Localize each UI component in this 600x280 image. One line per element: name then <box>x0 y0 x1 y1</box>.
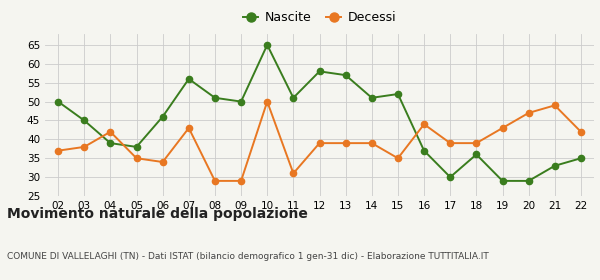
Nascite <box>446 176 454 179</box>
Nascite <box>80 119 88 122</box>
Line: Decessi: Decessi <box>55 99 584 184</box>
Nascite <box>368 96 376 99</box>
Line: Nascite: Nascite <box>55 42 584 184</box>
Nascite <box>421 149 428 152</box>
Decessi <box>368 141 376 145</box>
Nascite <box>290 96 297 99</box>
Nascite <box>159 115 166 118</box>
Nascite <box>525 179 532 183</box>
Decessi <box>446 141 454 145</box>
Nascite <box>211 96 218 99</box>
Legend: Nascite, Decessi: Nascite, Decessi <box>243 11 396 24</box>
Decessi <box>342 141 349 145</box>
Text: Movimento naturale della popolazione: Movimento naturale della popolazione <box>7 207 308 221</box>
Nascite <box>577 157 584 160</box>
Decessi <box>133 157 140 160</box>
Decessi <box>473 141 480 145</box>
Nascite <box>133 145 140 149</box>
Nascite <box>107 141 114 145</box>
Nascite <box>499 179 506 183</box>
Decessi <box>55 149 62 152</box>
Nascite <box>185 77 193 81</box>
Decessi <box>263 100 271 103</box>
Nascite <box>55 100 62 103</box>
Decessi <box>238 179 245 183</box>
Text: COMUNE DI VALLELAGHI (TN) - Dati ISTAT (bilancio demografico 1 gen-31 dic) - Ela: COMUNE DI VALLELAGHI (TN) - Dati ISTAT (… <box>7 252 489 261</box>
Decessi <box>185 126 193 130</box>
Decessi <box>551 104 559 107</box>
Decessi <box>159 160 166 164</box>
Decessi <box>499 126 506 130</box>
Decessi <box>80 145 88 149</box>
Nascite <box>238 100 245 103</box>
Nascite <box>316 70 323 73</box>
Nascite <box>263 43 271 46</box>
Decessi <box>107 130 114 134</box>
Decessi <box>290 172 297 175</box>
Decessi <box>525 111 532 115</box>
Nascite <box>551 164 559 167</box>
Decessi <box>316 141 323 145</box>
Decessi <box>211 179 218 183</box>
Decessi <box>394 157 401 160</box>
Nascite <box>342 73 349 77</box>
Nascite <box>394 92 401 96</box>
Decessi <box>577 130 584 134</box>
Decessi <box>421 123 428 126</box>
Nascite <box>473 153 480 156</box>
